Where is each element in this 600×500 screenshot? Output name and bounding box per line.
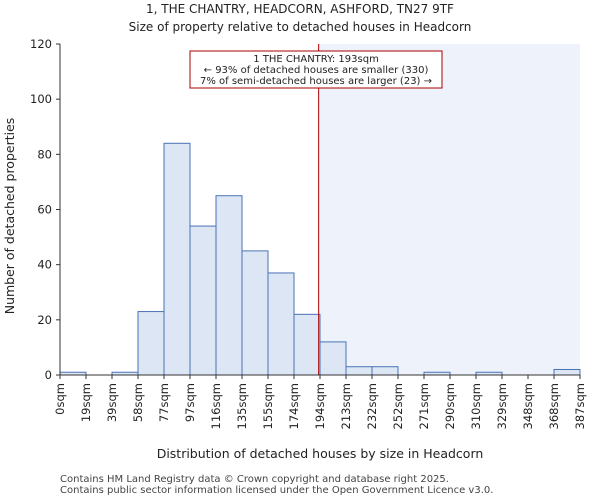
x-axis-label: Distribution of detached houses by size … [157,446,484,461]
footer-line2: Contains public sector information licen… [60,485,494,496]
x-tick-label: 39sqm [105,383,119,422]
bar [137,311,165,376]
x-tick-label: 232sqm [365,383,379,429]
bar [163,142,191,376]
bar [241,250,269,376]
x-tick-label: 155sqm [261,383,275,429]
x-tick-label: 290sqm [443,383,457,429]
bar [293,313,321,376]
annotation-box: 1 THE CHANTRY: 193sqm ← 93% of detached … [189,50,443,89]
y-tick-label: 60 [37,203,52,217]
annotation-line2: ← 93% of detached houses are smaller (33… [204,65,429,76]
x-tick-label: 271sqm [417,383,431,429]
bar [319,341,347,376]
bar [189,225,217,376]
chart-title-line2: Size of property relative to detached ho… [129,20,472,34]
bar [345,366,373,376]
y-ticks: 0 20 40 60 80 100 120 [30,37,60,382]
footer-line1: Contains HM Land Registry data © Crown c… [60,474,449,485]
annotation-line3: 7% of semi-detached houses are larger (2… [200,76,432,87]
y-tick-label: 20 [37,313,52,327]
x-tick-label: 194sqm [313,383,327,429]
y-tick-label: 0 [45,368,52,382]
annotation-rect [189,50,443,89]
bar [215,195,243,376]
x-tick-label: 348sqm [521,383,535,429]
x-tick-label: 368sqm [547,383,561,429]
x-tick-label: 19sqm [79,383,93,422]
x-tick-label: 252sqm [391,383,405,429]
y-tick-label: 100 [30,92,52,106]
y-tick-label: 120 [30,37,52,51]
y-tick-label: 40 [37,258,52,272]
bar [267,272,295,376]
x-tick-label: 387sqm [573,383,587,429]
chart-title-line1: 1, THE CHANTRY, HEADCORN, ASHFORD, TN27 … [146,2,454,16]
bars [59,142,581,376]
x-tick-label: 97sqm [183,383,197,422]
x-tick-label: 174sqm [287,383,301,429]
x-tick-label: 135sqm [235,383,249,429]
annotation-line1: 1 THE CHANTRY: 193sqm [253,54,379,65]
bar [553,368,581,376]
x-tick-label: 77sqm [157,383,171,422]
x-ticks: 0sqm 19sqm 39sqm 58sqm 77sqm 97sqm 116sqm 135sq… [53,375,587,429]
x-tick-label: 310sqm [469,383,483,429]
y-tick-label: 80 [37,147,52,161]
x-tick-label: 213sqm [339,383,353,429]
x-tick-label: 58sqm [131,383,145,422]
x-tick-label: 0sqm [53,383,67,415]
y-axis-label: Number of detached properties [2,118,17,315]
highlight-region [318,44,580,375]
bar [371,366,399,376]
x-tick-label: 116sqm [209,383,223,429]
x-tick-label: 329sqm [495,383,509,429]
